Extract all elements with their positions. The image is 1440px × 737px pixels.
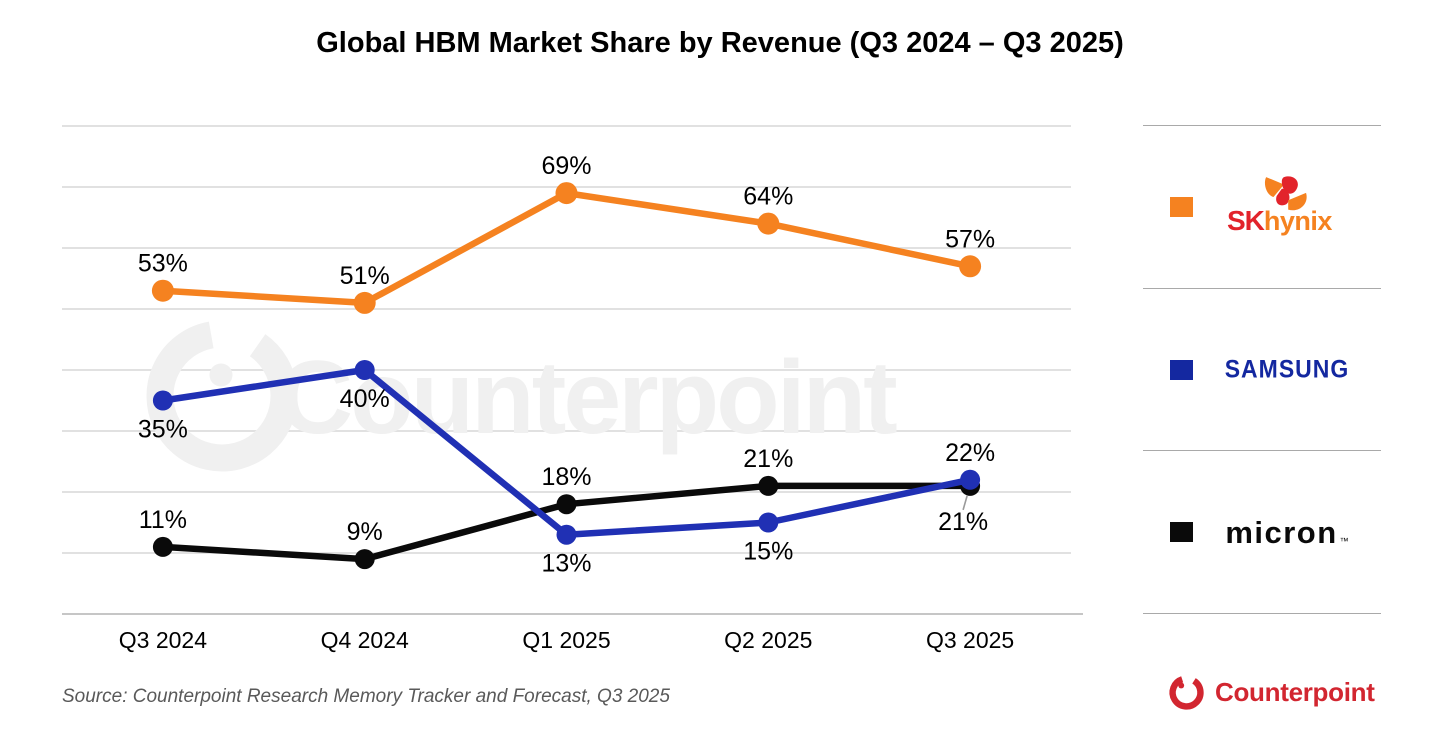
- sk-hynix-logo: SKhynix: [1193, 175, 1381, 239]
- sk-hynix-wordmark: SKhynix: [1227, 204, 1332, 236]
- sk-hynix-butterfly-icon: [1264, 176, 1307, 211]
- data-label: 69%: [541, 152, 591, 180]
- data-point-samsung: [152, 390, 173, 411]
- data-point-sk-hynix: [757, 212, 780, 235]
- data-point-micron: [758, 475, 779, 496]
- data-label: 64%: [743, 183, 793, 211]
- data-point-sk-hynix: [353, 291, 376, 314]
- x-tick-label: Q3 2024: [119, 627, 207, 653]
- counterpoint-icon: [1169, 676, 1204, 710]
- micron-logo: micron ™: [1193, 517, 1381, 548]
- source-note: Source: Counterpoint Research Memory Tra…: [62, 686, 670, 707]
- legend-item-micron: micron ™: [1143, 450, 1381, 613]
- x-tick-label: Q3 2025: [926, 627, 1014, 653]
- data-label: 18%: [541, 463, 591, 491]
- chart-title: Global HBM Market Share by Revenue (Q3 2…: [316, 27, 1124, 59]
- legend-item-samsung: SAMSUNG: [1143, 287, 1381, 451]
- x-tick-label: Q4 2024: [321, 627, 409, 653]
- data-label: 57%: [945, 225, 995, 253]
- counterpoint-wordmark: Counterpoint: [1215, 676, 1375, 707]
- x-axis-labels: Q3 2024 Q4 2024 Q1 2025 Q2 2025 Q3 2025: [119, 627, 1014, 653]
- data-point-micron: [556, 494, 577, 515]
- series-sk-hynix: [151, 182, 982, 314]
- data-label: 40%: [340, 385, 390, 413]
- data-point-samsung: [960, 469, 981, 490]
- data-label: 51%: [340, 262, 390, 290]
- x-tick-label: Q2 2025: [724, 627, 812, 653]
- label-leader-line: [962, 495, 968, 511]
- data-label: 15%: [743, 538, 793, 566]
- data-point-samsung: [758, 512, 779, 533]
- data-labels: 53% 51% 69% 64% 57% 35% 40% 13% 15% 22% 11% 9% 18% 21…: [138, 152, 995, 578]
- counterpoint-logo: Counterpoint: [1166, 666, 1375, 718]
- data-point-sk-hynix: [151, 279, 174, 302]
- watermark-dot-icon: [209, 363, 233, 387]
- data-label: 21%: [743, 445, 793, 473]
- data-label: 21%: [938, 508, 988, 536]
- samsung-logo: SAMSUNG: [1193, 354, 1381, 383]
- watermark-text: Counterpoint: [278, 340, 897, 456]
- data-point-micron: [354, 549, 375, 570]
- micron-tm-mark: ™: [1339, 535, 1349, 546]
- data-point-samsung: [556, 524, 577, 545]
- data-label: 35%: [138, 416, 188, 444]
- sk-hynix-swatch: [1170, 196, 1193, 217]
- watermark-circle-icon: [146, 321, 298, 472]
- data-label: 53%: [138, 250, 188, 278]
- samsung-wordmark: SAMSUNG: [1224, 354, 1350, 383]
- micron-wordmark: micron: [1225, 514, 1338, 550]
- data-label: 22%: [945, 439, 995, 467]
- series-samsung: [152, 360, 981, 545]
- data-label: 9%: [347, 518, 383, 546]
- data-label: 13%: [541, 550, 591, 578]
- data-point-sk-hynix: [555, 182, 578, 205]
- micron-swatch: [1170, 522, 1193, 543]
- data-point-micron: [152, 536, 173, 557]
- data-point-samsung: [354, 360, 375, 380]
- samsung-swatch: [1170, 359, 1193, 380]
- chart-legend: SKhynix SAMSUNG micron ™: [1143, 125, 1381, 614]
- data-point-sk-hynix: [959, 255, 982, 278]
- data-label: 11%: [139, 506, 187, 534]
- legend-item-sk-hynix: SKhynix: [1143, 125, 1381, 288]
- x-tick-label: Q1 2025: [522, 627, 610, 653]
- counterpoint-watermark: Counterpoint: [146, 321, 900, 472]
